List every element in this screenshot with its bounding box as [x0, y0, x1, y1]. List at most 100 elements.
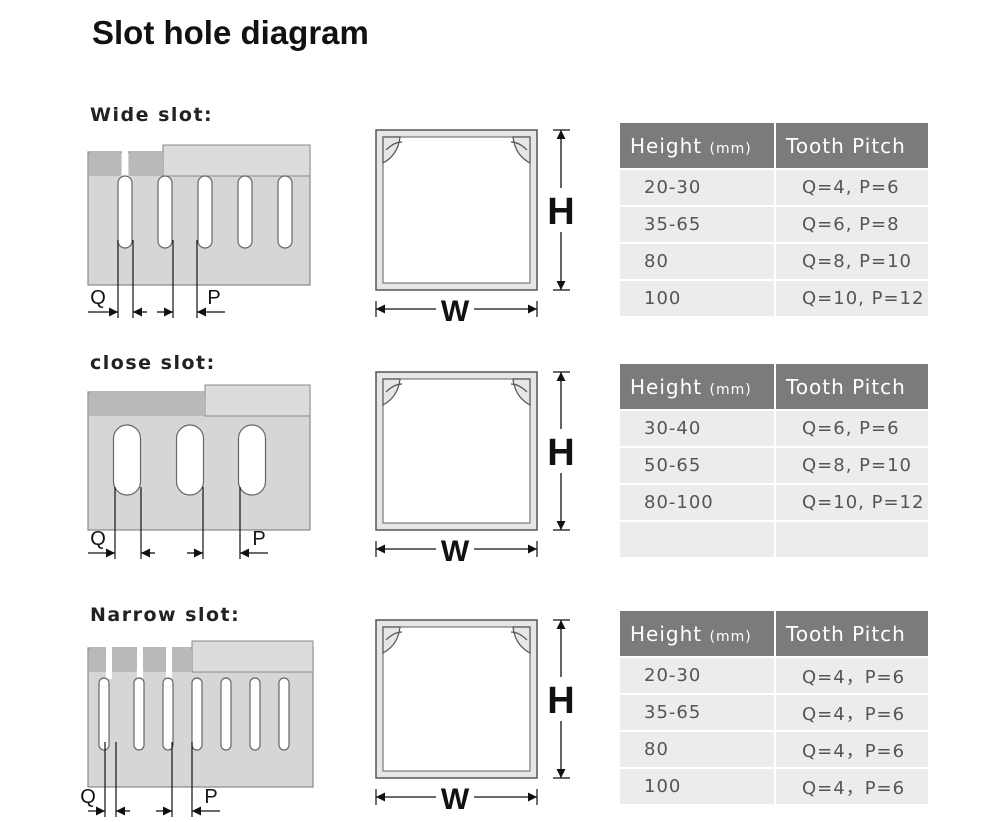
h-label: H: [547, 680, 574, 722]
right-clip-hook: [510, 383, 528, 393]
height-header-text: Height: [630, 374, 703, 399]
tab-gap: [106, 647, 112, 679]
tooth-pitch-cell: Q=4，P=6: [775, 730, 928, 768]
height-cell: 80-100: [620, 483, 776, 521]
height-cell: 35-65: [620, 693, 776, 731]
unit-label: (mm): [709, 381, 752, 398]
height-header: Height (mm): [620, 364, 776, 410]
p-label: P: [204, 786, 217, 808]
tooth-pitch-cell: Q=4，P=6: [775, 656, 928, 694]
close-slot-label: close slot:: [90, 352, 216, 374]
height-header-text: Height: [630, 133, 703, 158]
w-label: W: [441, 783, 470, 816]
p-label: P: [207, 287, 220, 309]
wide-slot-panel: [87, 144, 311, 286]
close-slot-table: Height (mm) Tooth Pitch 30-40 Q=6, P=6 50-65…: [620, 364, 928, 557]
height-cell: [620, 520, 776, 557]
table-row: [620, 520, 928, 557]
panel-tab: [129, 152, 163, 176]
tooth-pitch-cell: Q=6, P=8: [775, 205, 928, 243]
table-row: 100 Q=4，P=6: [620, 767, 928, 804]
tooth-pitch-cell: [775, 520, 928, 557]
table-header-row: Height (mm) Tooth Pitch: [620, 123, 928, 169]
slot-hole: [117, 175, 133, 249]
height-cell: 80: [620, 242, 776, 280]
q-label: Q: [90, 528, 106, 550]
w-label: W: [441, 535, 470, 568]
page-title: Slot hole diagram: [92, 14, 369, 51]
close-slot-panel: [87, 384, 311, 531]
tooth-pitch-cell: Q=4，P=6: [775, 693, 928, 731]
q-label: Q: [90, 287, 106, 309]
tooth-pitch-header: Tooth Pitch: [775, 364, 928, 410]
panel-raised-edge: [191, 640, 314, 673]
h-label: H: [547, 432, 574, 474]
left-clip-hook: [385, 631, 403, 641]
height-cell: 20-30: [620, 656, 776, 694]
tooth-pitch-cell: Q=10, P=12: [775, 483, 928, 521]
slot-hole: [162, 677, 174, 751]
slot-hole: [249, 677, 261, 751]
slot-hole: [197, 175, 213, 249]
channel-inner-wall: [382, 626, 531, 772]
channel-inner-wall: [382, 136, 531, 284]
height-header: Height (mm): [620, 611, 776, 657]
slot-hole: [277, 175, 293, 249]
tooth-pitch-cell: Q=6, P=6: [775, 409, 928, 447]
table-row: 80 Q=4，P=6: [620, 730, 928, 768]
unit-label: (mm): [709, 140, 752, 157]
close-slot-channel: [375, 371, 570, 557]
slot-hole: [98, 677, 110, 751]
tab-gap: [166, 647, 172, 679]
tooth-pitch-header: Tooth Pitch: [775, 611, 928, 657]
h-label: H: [547, 191, 574, 233]
height-cell: 100: [620, 279, 776, 316]
slot-hole: [175, 424, 205, 496]
panel-tab: [89, 152, 121, 176]
q-label: Q: [80, 786, 96, 808]
height-cell: 50-65: [620, 446, 776, 484]
panel-tab: [172, 648, 192, 672]
table-row: 35-65 Q=6, P=8: [620, 205, 928, 243]
narrow-slot-channel: [375, 619, 570, 805]
slot-hole: [220, 677, 232, 751]
table-row: 80 Q=8, P=10: [620, 242, 928, 280]
height-cell: 80: [620, 730, 776, 768]
height-header-text: Height: [630, 621, 703, 646]
tooth-pitch-cell: Q=8, P=10: [775, 242, 928, 280]
height-cell: 100: [620, 767, 776, 804]
wide-slot-channel: [375, 129, 570, 317]
tab-gap: [122, 151, 128, 183]
table-row: 100 Q=10, P=12: [620, 279, 928, 316]
slot-hole: [191, 677, 203, 751]
table-row: 20-30 Q=4, P=6: [620, 168, 928, 206]
panel-tab: [143, 648, 166, 672]
slot-hole: [157, 175, 173, 249]
tooth-pitch-cell: Q=4, P=6: [775, 168, 928, 206]
panel-raised-edge: [162, 144, 311, 177]
table-row: 30-40 Q=6, P=6: [620, 409, 928, 447]
tooth-pitch-cell: Q=4，P=6: [775, 767, 928, 804]
height-cell: 30-40: [620, 409, 776, 447]
p-label: P: [252, 528, 265, 550]
table-header-row: Height (mm) Tooth Pitch: [620, 611, 928, 657]
height-cell: 20-30: [620, 168, 776, 206]
channel-inner-wall: [382, 378, 531, 524]
w-label: W: [441, 295, 470, 328]
wide-slot-table: Height (mm) Tooth Pitch 20-30 Q=4, P=6 35-65…: [620, 123, 928, 316]
wide-slot-label: Wide slot:: [90, 104, 214, 126]
panel-raised-edge: [204, 384, 311, 417]
slot-hole: [112, 424, 142, 496]
tooth-pitch-cell: Q=8, P=10: [775, 446, 928, 484]
table-row: 35-65 Q=4，P=6: [620, 693, 928, 731]
panel-tab: [112, 648, 137, 672]
right-clip-hook: [510, 631, 528, 641]
panel-tab: [89, 648, 106, 672]
narrow-slot-table: Height (mm) Tooth Pitch 20-30 Q=4，P=6 35-65 Q…: [620, 611, 928, 804]
slot-hole: [237, 424, 267, 496]
table-row: 50-65 Q=8, P=10: [620, 446, 928, 484]
narrow-slot-label: Narrow slot:: [90, 604, 241, 626]
height-cell: 35-65: [620, 205, 776, 243]
